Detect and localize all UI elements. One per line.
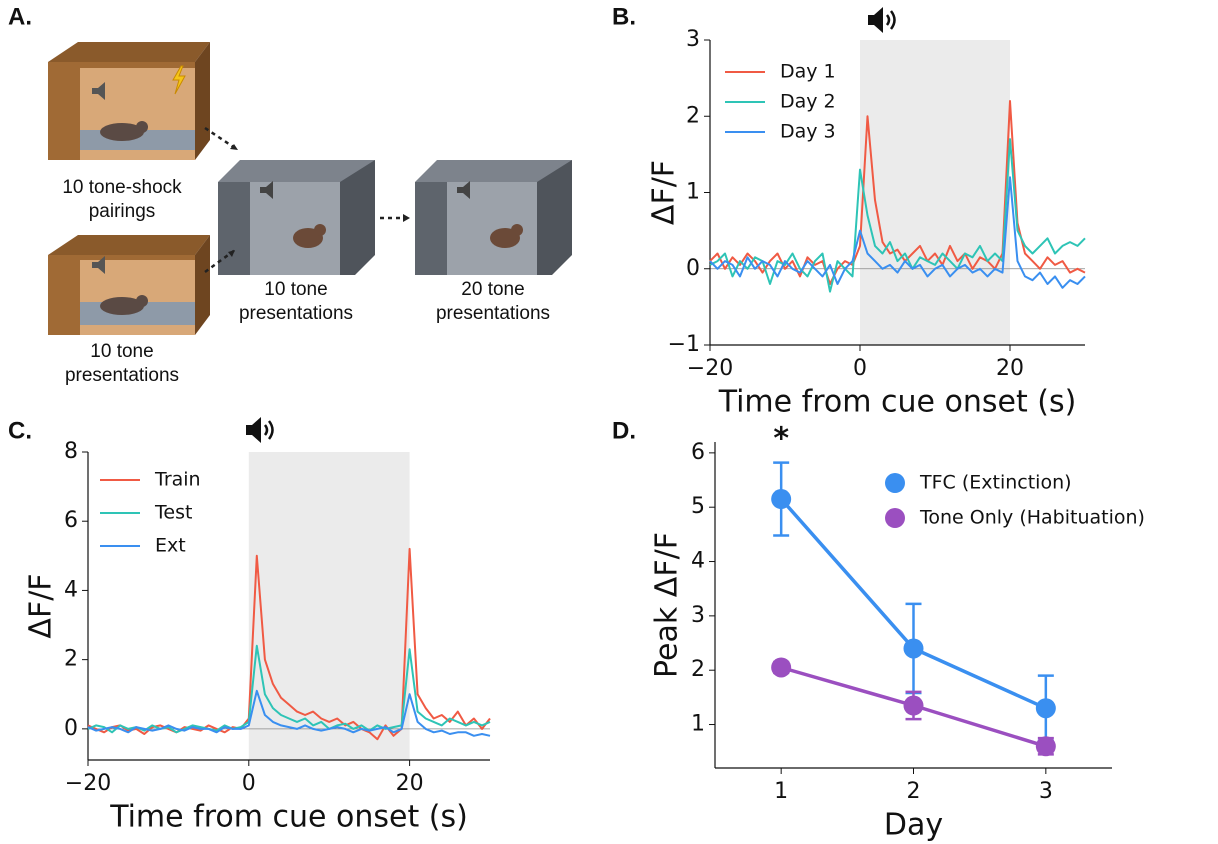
legend-marker (885, 473, 905, 493)
ext-box (415, 160, 572, 275)
series-line (709, 176, 1086, 289)
x-tick-label: 0 (853, 356, 867, 381)
legend-label: Day 1 (780, 61, 836, 83)
x-tick-label: −20 (687, 356, 733, 381)
panel-label: C. (8, 417, 32, 444)
point (1035, 736, 1056, 757)
y-tick-label: 3 (686, 27, 700, 52)
series-line (709, 138, 1086, 293)
legend-label: Day 3 (780, 121, 836, 143)
caption: 10 tone (90, 341, 153, 362)
legend-label: Ext (155, 535, 186, 557)
speaker-icon (246, 417, 261, 443)
x-tick-label: −20 (65, 771, 111, 796)
y-tick-label: 2 (691, 657, 705, 682)
y-tick-label: 8 (64, 439, 78, 464)
point (771, 489, 792, 510)
speaker-waves (885, 10, 896, 30)
y-axis-label: ΔF/F (24, 573, 59, 638)
speaker-waves (263, 420, 274, 440)
x-axis-label: Time from cue onset (s) (109, 800, 468, 835)
point (903, 695, 924, 716)
legend-label: Train (154, 469, 201, 491)
caption: presentations (65, 365, 179, 386)
x-tick-label: 20 (996, 356, 1024, 381)
point (771, 657, 792, 678)
caption: 20 tone (461, 279, 524, 300)
test-box (218, 160, 375, 275)
y-axis-label: ΔF/F (647, 160, 682, 225)
series-line (87, 644, 491, 734)
y-tick-label: 6 (64, 508, 78, 533)
y-tick-label: 1 (686, 180, 700, 205)
y-tick-label: 6 (691, 440, 705, 465)
y-tick-label: 0 (64, 716, 78, 741)
y-tick-label: 0 (686, 256, 700, 281)
y-axis-label: Peak ΔF/F (650, 532, 685, 678)
x-tick-label: 1 (774, 779, 788, 804)
series-line (87, 689, 491, 737)
x-axis-label: Time from cue onset (s) (718, 385, 1077, 420)
cue-window (860, 40, 1010, 345)
speaker-icon (868, 7, 883, 33)
point (1035, 698, 1056, 719)
caption: pairings (89, 201, 156, 222)
x-tick-label: 2 (907, 779, 921, 804)
x-tick-label: 20 (396, 771, 424, 796)
panel-a: A. (8, 3, 572, 335)
y-tick-label: 4 (64, 577, 78, 602)
legend-label: TFC (Extinction) (919, 472, 1072, 494)
legend-label: Test (154, 502, 192, 524)
y-tick-label: 2 (64, 647, 78, 672)
point (903, 638, 924, 659)
y-tick-label: 3 (691, 603, 705, 628)
y-tick-label: 1 (691, 712, 705, 737)
y-tick-label: 2 (686, 103, 700, 128)
caption: 10 tone (264, 279, 327, 300)
shock-box (48, 42, 210, 160)
y-tick-label: −1 (668, 332, 700, 357)
panel-label: D. (612, 417, 636, 444)
x-axis-label: Day (884, 808, 943, 843)
y-tick-label: 5 (691, 494, 705, 519)
panel-label: B. (612, 3, 636, 30)
caption: presentations (436, 303, 550, 324)
caption: 10 tone-shock (62, 177, 182, 198)
legend-label: Tone Only (Habituation) (919, 507, 1145, 529)
tone-box (48, 235, 210, 335)
x-tick-label: 3 (1039, 779, 1053, 804)
caption: presentations (239, 303, 353, 324)
legend-label: Day 2 (780, 91, 836, 113)
y-tick-label: 4 (691, 549, 705, 574)
series-line (709, 100, 1086, 285)
panel-label: A. (8, 3, 32, 30)
cue-window (248, 452, 410, 760)
legend-marker (885, 508, 905, 528)
x-tick-label: 0 (242, 771, 256, 796)
annotation: * (773, 422, 789, 457)
